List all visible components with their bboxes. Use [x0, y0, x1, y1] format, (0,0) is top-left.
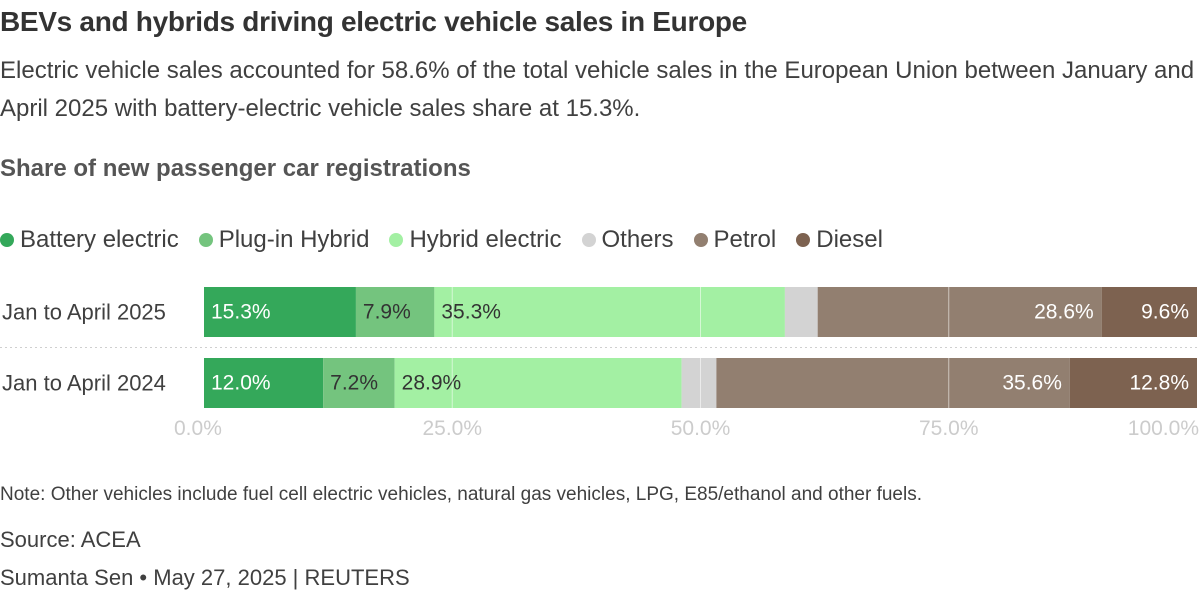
legend-label: Petrol — [713, 226, 777, 253]
bar-segment-petrol — [817, 287, 1102, 337]
date: May 27, 2025 — [153, 565, 287, 590]
legend-swatch — [581, 233, 596, 247]
chart-title: BEVs and hybrids driving electric vehicl… — [0, 6, 747, 37]
bar-segment-battery-electric — [204, 358, 324, 408]
legend-item-hybrid-electric: Hybrid electric — [389, 226, 562, 254]
x-tick-label: 25.0% — [422, 417, 482, 440]
data-label: 15.3% — [211, 301, 271, 324]
row-label: Jan to April 2024 — [2, 371, 166, 396]
chart-heading: Share of new passenger car registrations — [0, 155, 471, 182]
author: Sumanta Sen — [0, 565, 134, 590]
agency: REUTERS — [304, 565, 410, 590]
bar-segment-hybrid-electric — [394, 358, 682, 408]
bar-segment-others — [784, 287, 818, 337]
bar-segment-diesel — [1069, 358, 1197, 408]
legend-item-battery-electric: Battery electric — [0, 226, 179, 254]
data-label: 7.9% — [363, 301, 411, 324]
bar-segment-others — [681, 358, 717, 408]
data-label: 7.2% — [330, 372, 378, 395]
legend-swatch — [198, 233, 213, 247]
row-label: Jan to April 2025 — [2, 300, 166, 325]
legend-swatch — [796, 233, 811, 247]
bar-segment-diesel — [1101, 287, 1197, 337]
data-label: 28.9% — [402, 372, 462, 395]
data-label: 12.0% — [211, 372, 271, 395]
x-tick-label: 75.0% — [919, 417, 979, 440]
legend: Battery electric Plug-in Hybrid Hybrid ele… — [0, 226, 903, 254]
legend-item-diesel: Diesel — [796, 226, 883, 254]
data-label: 35.3% — [441, 301, 501, 324]
legend-swatch — [693, 233, 708, 247]
bar-segment-hybrid-electric — [434, 287, 785, 337]
data-label: 35.6% — [1002, 372, 1062, 395]
legend-label: Others — [601, 226, 674, 253]
legend-swatch — [0, 233, 14, 247]
x-tick-label: 50.0% — [671, 417, 731, 440]
legend-item-others: Others — [581, 226, 674, 254]
legend-label: Battery electric — [20, 226, 179, 253]
data-label: 12.8% — [1129, 372, 1189, 395]
x-tick-label: 100.0% — [1128, 417, 1199, 440]
legend-label: Plug-in Hybrid — [218, 226, 370, 253]
x-tick-label: 0.0% — [174, 417, 222, 440]
data-label: 28.6% — [1034, 301, 1094, 324]
bar-segment-plug-in-hybrid — [355, 287, 435, 337]
credit-pipe: | — [286, 565, 305, 590]
note: Note: Other vehicles include fuel cell e… — [0, 484, 923, 505]
credit-line: Sumanta Sen • May 27, 2025 | REUTERS — [0, 565, 410, 591]
stacked-bar-chart: Jan to April 2025 15.3% 7.9% 35.3% 28.6% 9.6%… — [0, 287, 1199, 440]
legend-label: Diesel — [816, 226, 883, 253]
credit-separator: • — [133, 565, 154, 590]
legend-item-plug-in-hybrid: Plug-in Hybrid — [198, 226, 370, 254]
data-label: 9.6% — [1141, 301, 1189, 324]
legend-item-petrol: Petrol — [693, 226, 777, 254]
legend-label: Hybrid electric — [409, 226, 562, 253]
bar-segment-petrol — [716, 358, 1070, 408]
bar-segment-battery-electric — [204, 287, 356, 337]
bar-segment-plug-in-hybrid — [323, 358, 395, 408]
chart-subtitle: Electric vehicle sales accounted for 58.… — [0, 57, 1195, 122]
source: Source: ACEA — [0, 527, 141, 552]
legend-swatch — [389, 233, 404, 247]
